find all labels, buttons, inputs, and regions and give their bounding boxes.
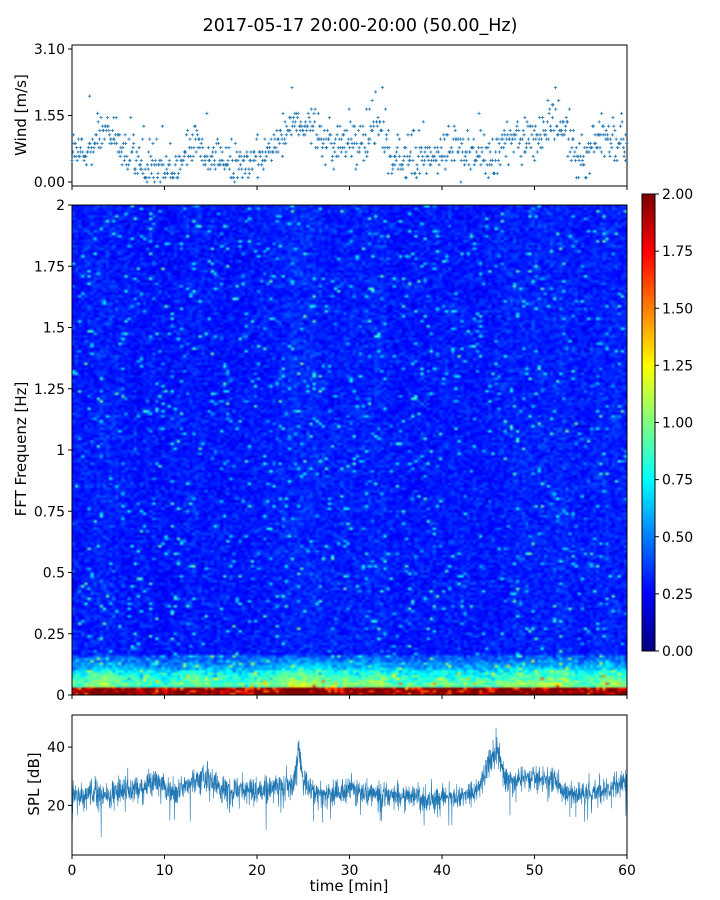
colorbar-tick-label: 1.25 <box>662 358 693 374</box>
spl-y-tick-label: 20 <box>47 798 65 814</box>
colorbar-tick-label: 0.25 <box>662 587 693 603</box>
spl-x-tick-label: 0 <box>68 863 77 879</box>
spectrogram-y-tick-label: 1.25 <box>34 382 65 398</box>
colorbar-tick-label: 0.00 <box>662 644 693 660</box>
figure-title: 2017-05-17 20:00-20:00 (50.00_Hz) <box>203 16 518 36</box>
spl-y-axis-label: SPL [dB] <box>25 752 43 815</box>
wind-panel: 0.00 1.55 3.10 <box>34 42 629 191</box>
spl-x-axis-label: time [min] <box>310 877 389 895</box>
spl-x-tick-label: 20 <box>248 863 266 879</box>
colorbar: 0.00 0.25 0.50 0.75 1.00 1.25 1.50 1.75 2.00 <box>641 187 693 660</box>
colorbar-tick-label: 2.00 <box>662 187 693 203</box>
spl-x-tick-label: 30 <box>341 863 359 879</box>
spectrogram-y-axis-label: FFT Frequenz [Hz] <box>12 382 30 517</box>
spectrogram-y-tick-label: 2 <box>56 198 65 214</box>
wind-y-tick-label: 0.00 <box>34 175 65 191</box>
spl-y-tick-label: 40 <box>47 740 65 756</box>
spl-series-line <box>71 727 628 838</box>
colorbar-tick-label: 1.50 <box>662 301 693 317</box>
colorbar-gradient <box>642 194 655 651</box>
wind-marker-set <box>70 86 629 184</box>
spectrogram-panel: 0 0.25 0.5 0.75 1 1.25 1.5 1.75 2 <box>34 198 628 704</box>
wind-y-tick-label: 1.55 <box>34 109 65 125</box>
spectrogram-y-tick-label: 1.75 <box>34 259 65 275</box>
colorbar-tick-label: 0.75 <box>662 473 693 489</box>
spectrogram-y-tick-label: 0.5 <box>43 566 65 582</box>
wind-points <box>70 86 629 184</box>
spectrogram-y-tick-label: 1 <box>56 443 65 459</box>
spl-x-tick-label: 60 <box>618 863 636 879</box>
spectrogram-y-tick-label: 0 <box>56 688 65 704</box>
spectrogram-heatmap-image <box>72 205 627 695</box>
spl-x-tick-label: 50 <box>526 863 544 879</box>
spectrogram-y-tick-label: 0.25 <box>34 627 65 643</box>
spl-x-tick-label: 40 <box>433 863 451 879</box>
colorbar-tick-label: 1.00 <box>662 416 693 432</box>
wind-plot-frame <box>71 44 628 187</box>
colorbar-tick-label: 0.50 <box>662 530 693 546</box>
wind-y-axis-label: Wind [m/s] <box>12 74 30 156</box>
spl-panel: 20 40 0 10 20 30 40 50 60 <box>47 714 636 879</box>
spectrogram-y-tick-label: 0.75 <box>34 504 65 520</box>
wind-y-tick-label: 3.10 <box>34 42 65 58</box>
spl-x-tick-label: 10 <box>156 863 174 879</box>
spectrogram-y-tick-label: 1.5 <box>43 321 65 337</box>
colorbar-tick-label: 1.75 <box>662 244 693 260</box>
